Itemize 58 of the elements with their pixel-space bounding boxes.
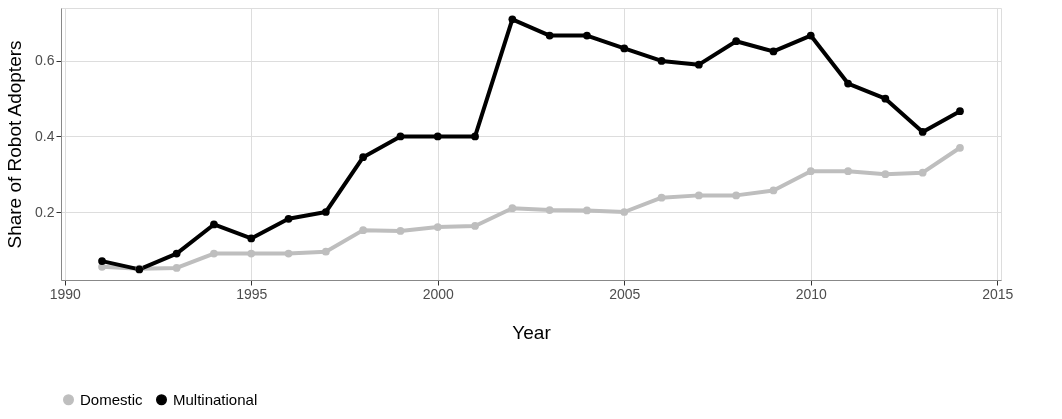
point [545,31,554,40]
point [321,247,330,256]
y-axis-title: Share of Robot Adopters [4,40,26,249]
point [471,222,479,230]
point [359,153,368,162]
x-tick-label: 2010 [795,285,828,302]
legend-label: Multinational [173,390,258,408]
point [433,223,442,231]
point [956,107,964,115]
legend-label: Domestic [80,390,144,408]
point [583,31,591,40]
point [359,226,368,234]
x-tick-label: 2000 [422,285,455,302]
point [433,132,442,141]
y-tick-label: 0.2 [35,203,55,220]
point [881,94,890,103]
point [806,31,815,40]
point [247,234,256,243]
x-tick-label: 1990 [49,285,82,302]
point [508,204,517,213]
point [545,206,554,214]
point [284,249,293,258]
point [620,44,629,53]
point [321,208,330,216]
point [844,167,852,176]
x-axis-title: Year [512,321,552,343]
x-tick-label: 1995 [236,285,268,302]
point [694,60,703,69]
point [918,128,927,136]
point [732,37,741,46]
point [732,191,741,200]
point [471,132,479,141]
point [210,220,218,229]
x-tick-label: 2005 [609,285,641,302]
point [844,79,852,88]
y-tick-label: 0.6 [35,52,55,69]
point [98,257,106,265]
point [918,168,927,177]
point [508,15,517,24]
point [247,249,256,258]
point [284,214,293,223]
point [396,132,405,141]
point [172,264,181,272]
point [172,249,181,258]
point [657,57,666,65]
point [769,47,778,56]
point [694,191,703,200]
point [620,208,629,216]
x-tick-label: 2015 [982,285,1014,302]
point [769,186,778,195]
point [396,227,405,235]
point [583,206,591,215]
point [657,193,666,202]
point [806,167,815,176]
point [881,170,890,179]
point [210,249,218,258]
point [956,143,964,152]
y-tick-label: 0.4 [35,127,55,144]
